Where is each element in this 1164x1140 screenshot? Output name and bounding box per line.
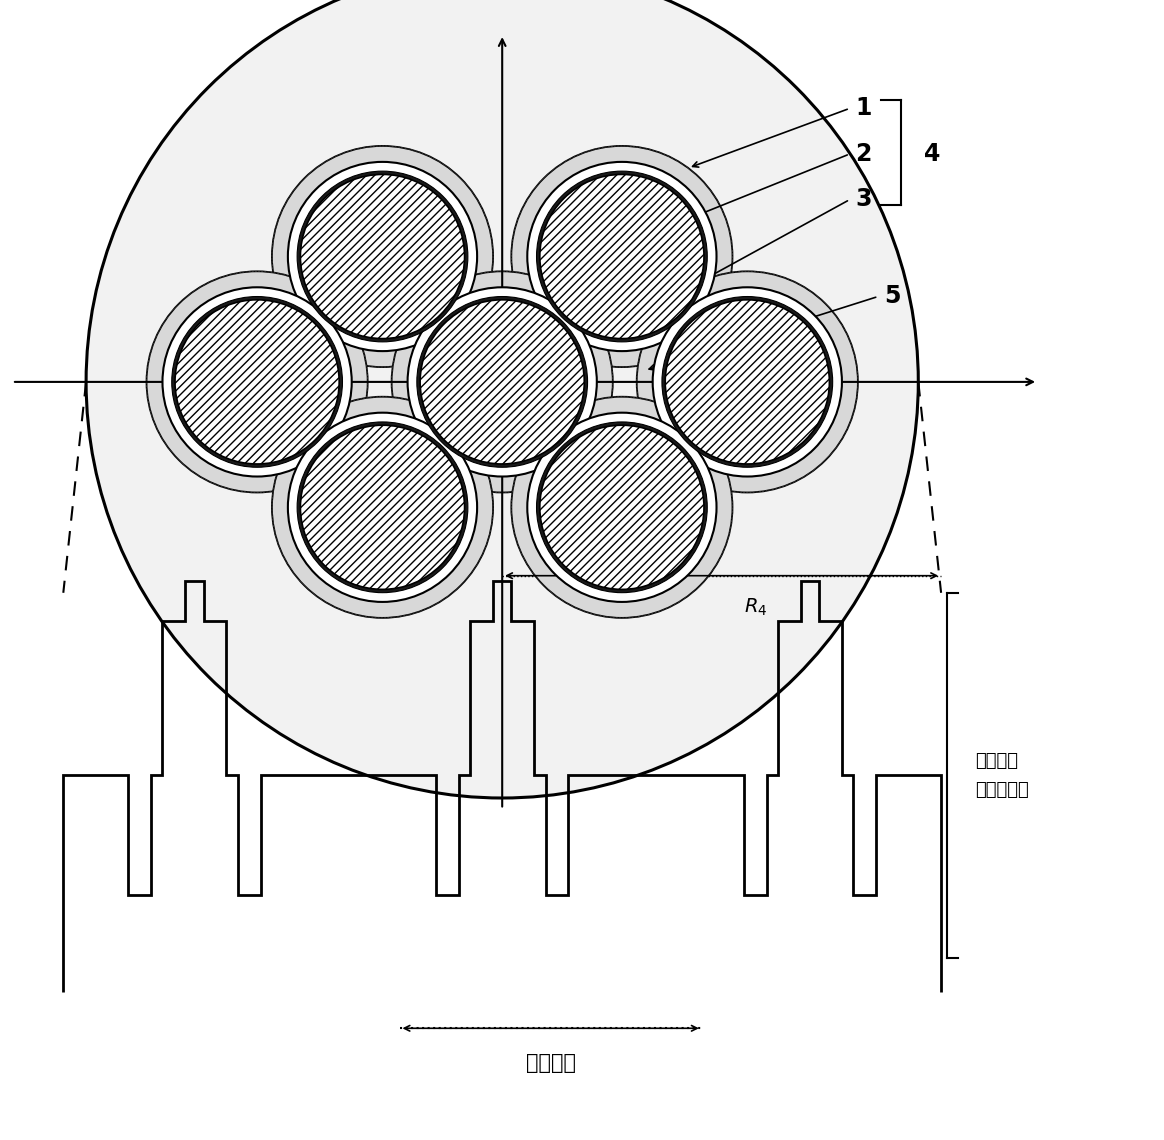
Circle shape	[288, 162, 477, 351]
Circle shape	[637, 271, 858, 492]
Circle shape	[662, 296, 832, 467]
Circle shape	[391, 271, 612, 492]
Circle shape	[272, 397, 494, 618]
Circle shape	[537, 422, 708, 593]
Circle shape	[300, 174, 464, 339]
Circle shape	[163, 287, 352, 477]
Circle shape	[86, 0, 918, 798]
Circle shape	[511, 397, 732, 618]
Text: 5: 5	[885, 284, 901, 309]
Text: $R_4$: $R_4$	[744, 596, 767, 618]
Circle shape	[407, 287, 597, 477]
Circle shape	[297, 171, 468, 342]
Text: 1: 1	[856, 96, 872, 121]
Circle shape	[175, 300, 339, 464]
Circle shape	[537, 171, 708, 342]
Circle shape	[172, 296, 342, 467]
Circle shape	[417, 296, 588, 467]
Text: 4: 4	[924, 141, 941, 166]
Text: 2: 2	[856, 141, 872, 166]
Circle shape	[540, 425, 704, 589]
Circle shape	[527, 162, 717, 351]
Circle shape	[297, 422, 468, 593]
Text: 直径方向
折射率分布: 直径方向 折射率分布	[975, 751, 1029, 799]
Circle shape	[665, 300, 830, 464]
Circle shape	[272, 146, 494, 367]
Circle shape	[511, 146, 732, 367]
Circle shape	[147, 271, 368, 492]
Circle shape	[527, 413, 717, 602]
Circle shape	[300, 425, 464, 589]
Circle shape	[540, 174, 704, 339]
Circle shape	[653, 287, 842, 477]
Text: 3: 3	[856, 187, 872, 212]
Text: 芯区间距: 芯区间距	[526, 1053, 576, 1074]
Circle shape	[288, 413, 477, 602]
Circle shape	[420, 300, 584, 464]
